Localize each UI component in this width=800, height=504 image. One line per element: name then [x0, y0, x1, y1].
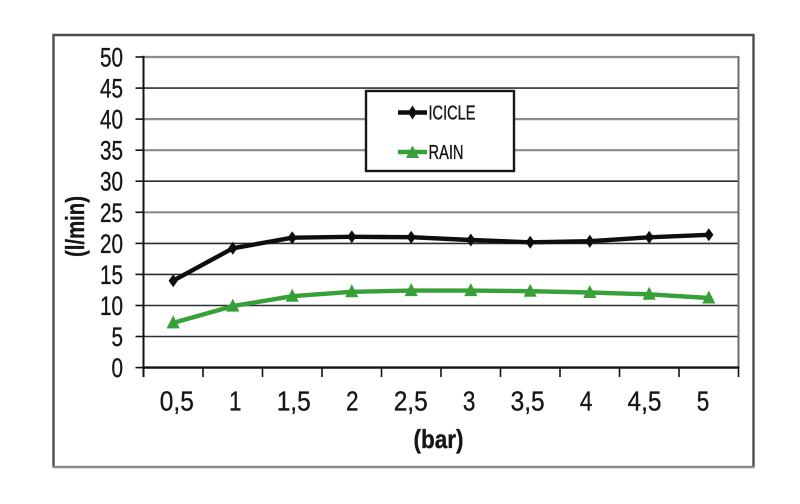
svg-text:50: 50: [100, 43, 123, 73]
svg-text:20: 20: [100, 229, 123, 259]
svg-text:30: 30: [100, 167, 123, 197]
svg-text:RAIN: RAIN: [429, 142, 464, 164]
svg-text:10: 10: [100, 291, 123, 321]
svg-text:(bar): (bar): [414, 424, 464, 454]
svg-text:35: 35: [100, 136, 123, 166]
svg-text:4: 4: [580, 386, 593, 417]
svg-text:5: 5: [112, 322, 124, 352]
svg-text:40: 40: [100, 105, 123, 135]
svg-text:25: 25: [100, 198, 123, 228]
svg-text:0: 0: [112, 353, 124, 383]
svg-text:1,5: 1,5: [277, 386, 311, 417]
svg-text:2: 2: [346, 386, 359, 417]
svg-text:15: 15: [100, 260, 123, 290]
svg-text:5: 5: [697, 386, 710, 417]
svg-text:3: 3: [463, 386, 476, 417]
svg-text:2,5: 2,5: [394, 386, 428, 417]
svg-text:(l/min): (l/min): [60, 196, 90, 257]
svg-text:1: 1: [229, 386, 242, 417]
svg-text:ICICLE: ICICLE: [429, 103, 476, 125]
svg-text:3,5: 3,5: [511, 386, 545, 417]
svg-text:4,5: 4,5: [628, 386, 662, 417]
svg-text:45: 45: [100, 74, 123, 104]
svg-text:0,5: 0,5: [160, 386, 194, 417]
